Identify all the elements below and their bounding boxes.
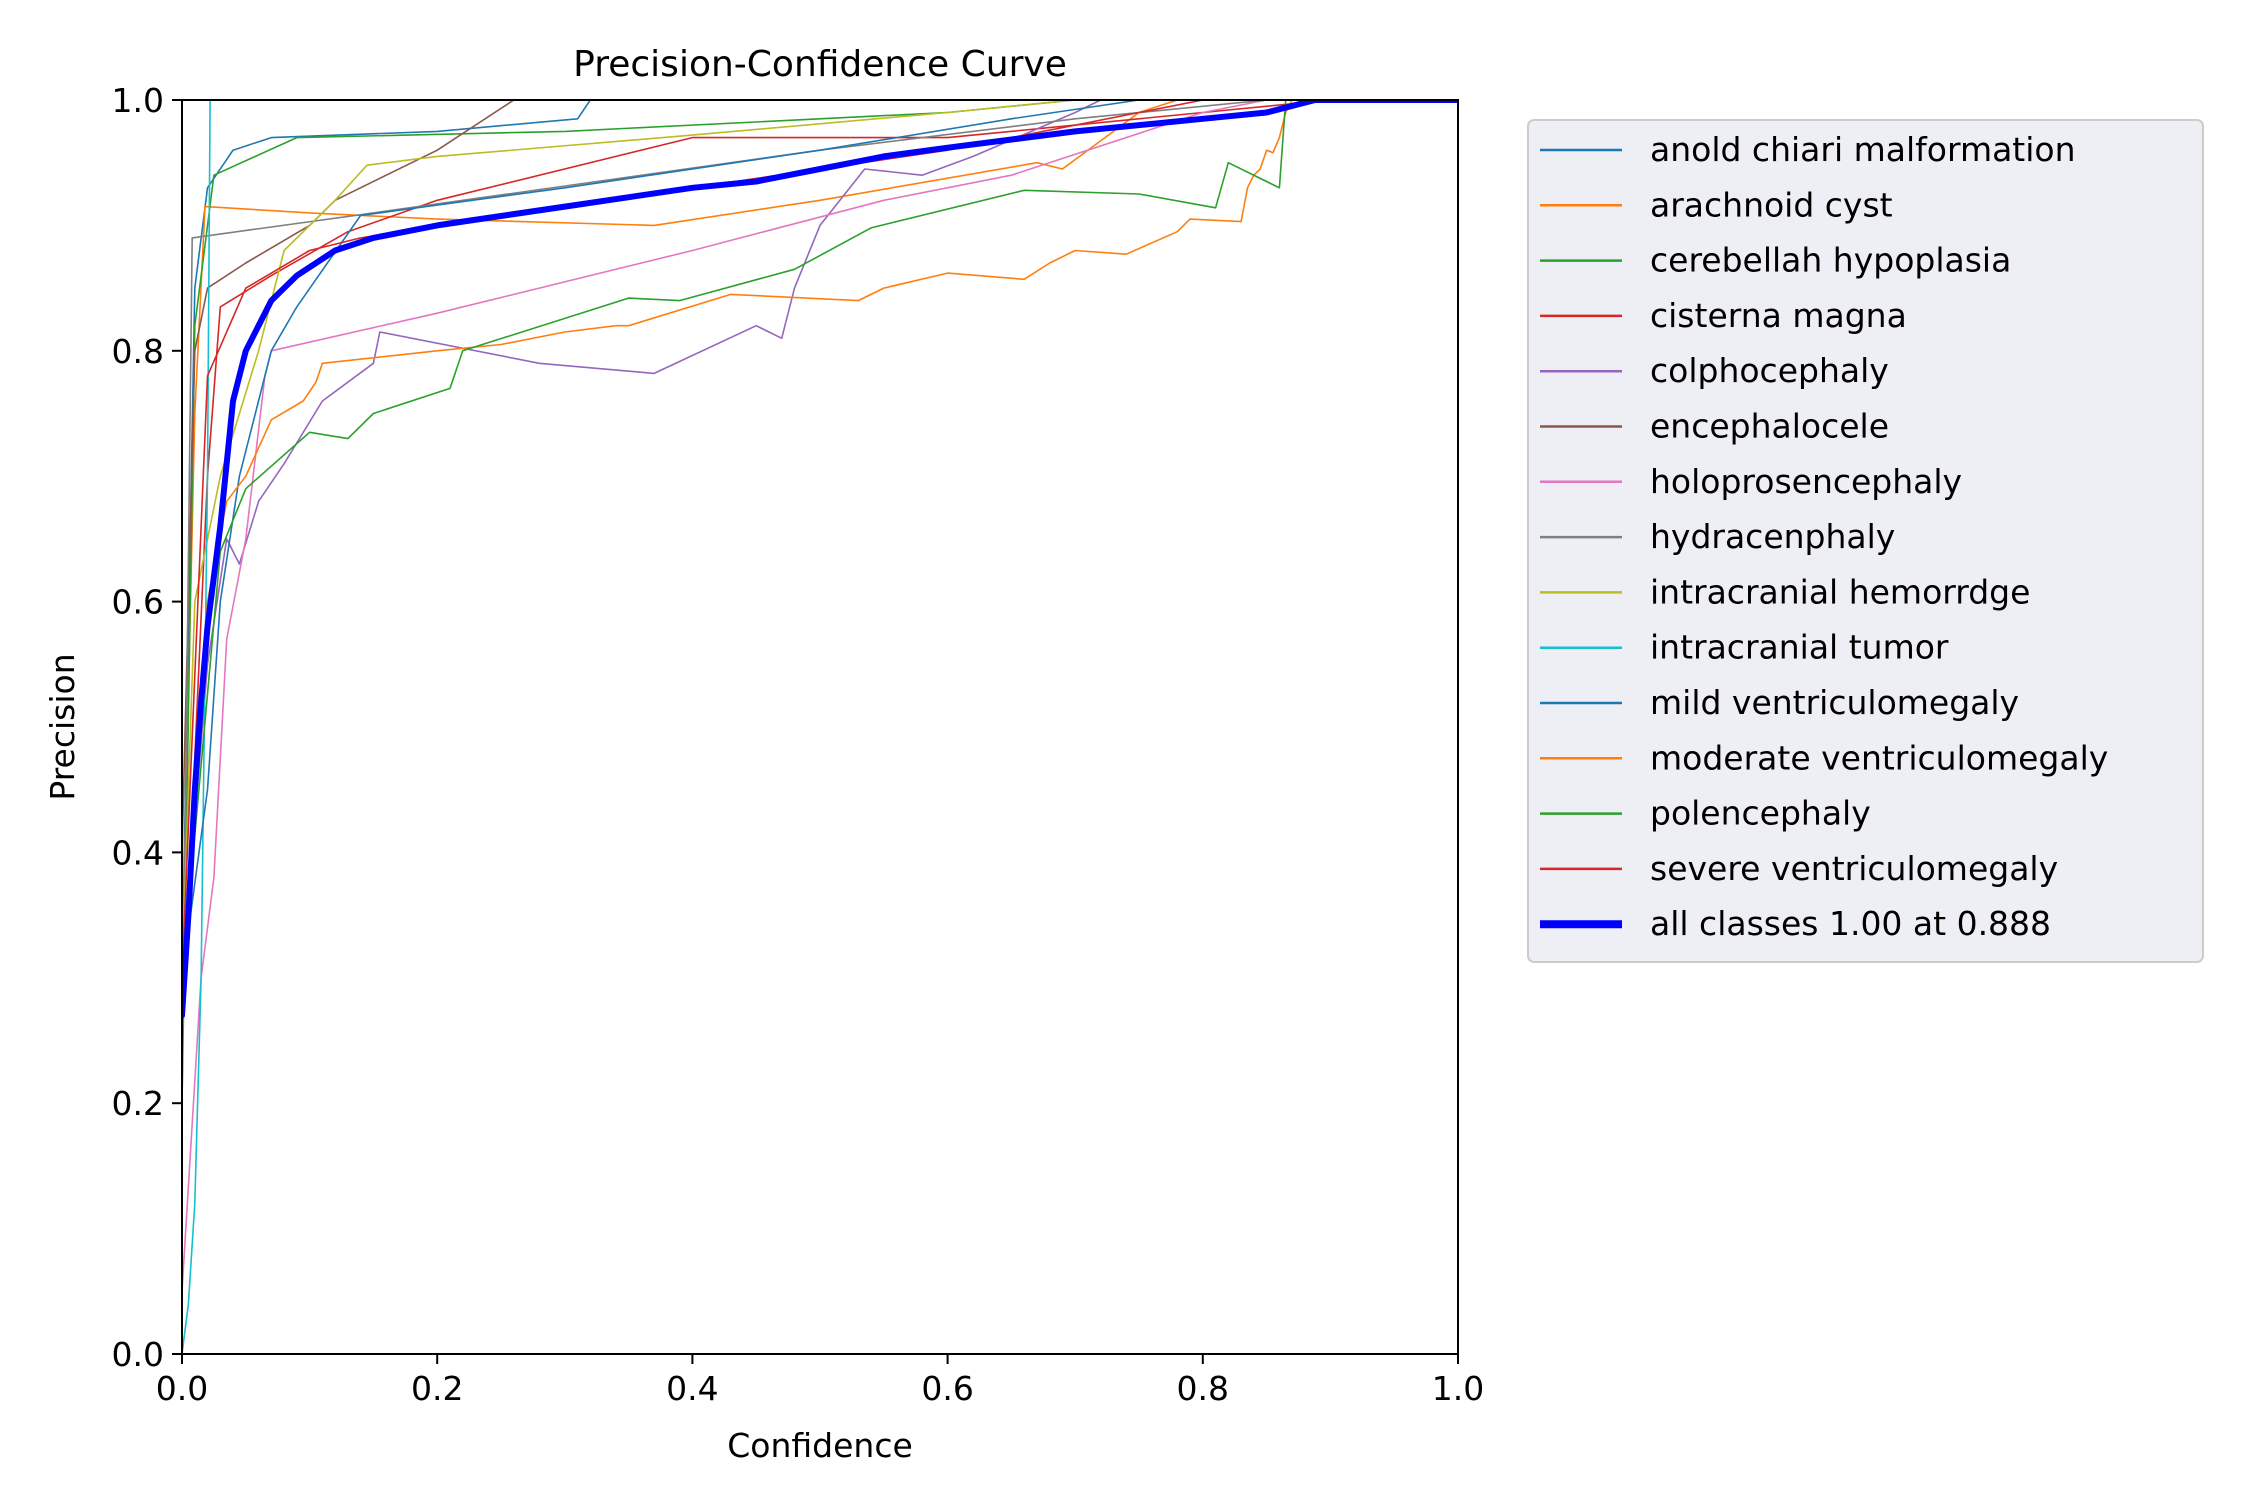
legend-label: colphocephaly bbox=[1650, 351, 1889, 390]
x-tick-label: 0.2 bbox=[411, 1369, 463, 1408]
y-axis-ticks: 0.0 0.2 0.4 0.6 0.8 1.0 bbox=[112, 81, 182, 1374]
series-line-8 bbox=[182, 100, 1458, 979]
series-line-7 bbox=[182, 100, 1458, 1104]
legend-label: arachnoid cyst bbox=[1650, 185, 1893, 224]
legend-label: hydracenphaly bbox=[1650, 517, 1895, 556]
y-tick-label: 0.2 bbox=[112, 1084, 164, 1123]
legend-label: moderate ventriculomegaly bbox=[1650, 738, 2108, 777]
legend: anold chiari malformation arachnoid cyst c… bbox=[1527, 119, 2204, 963]
series-line-2 bbox=[182, 100, 1458, 1104]
legend-label: holoprosencephaly bbox=[1650, 462, 1962, 501]
legend-box bbox=[1527, 119, 2204, 963]
legend-label: intracranial tumor bbox=[1650, 628, 1949, 667]
x-tick-label: 0.4 bbox=[666, 1369, 718, 1408]
y-tick-label: 0.6 bbox=[112, 583, 164, 622]
series-line-10 bbox=[182, 100, 1458, 979]
series-line-13 bbox=[182, 100, 1458, 979]
series-line-0 bbox=[182, 100, 1458, 979]
x-axis-ticks: 0.0 0.2 0.4 0.6 0.8 1.0 bbox=[156, 1354, 1484, 1408]
y-tick-label: 0.0 bbox=[112, 1335, 164, 1374]
legend-label: all classes 1.00 at 0.888 bbox=[1650, 904, 2051, 943]
legend-label: severe ventriculomegaly bbox=[1650, 849, 2058, 888]
plot-series bbox=[182, 100, 1458, 1354]
series-line-12 bbox=[182, 100, 1458, 979]
x-tick-label: 1.0 bbox=[1432, 1369, 1484, 1408]
legend-label: cerebellah hypoplasia bbox=[1650, 241, 2011, 280]
series-line-6 bbox=[182, 100, 1458, 1293]
legend-label: cisterna magna bbox=[1650, 296, 1907, 335]
legend-label: intracranial hemorrdge bbox=[1650, 572, 2030, 611]
legend-label: anold chiari malformation bbox=[1650, 130, 2076, 169]
y-axis-label: Precision bbox=[43, 653, 82, 800]
legend-label: encephalocele bbox=[1650, 407, 1889, 446]
legend-label: mild ventriculomegaly bbox=[1650, 683, 2019, 722]
x-tick-label: 0.8 bbox=[1177, 1369, 1229, 1408]
y-tick-label: 0.8 bbox=[112, 332, 164, 371]
series-line-9 bbox=[182, 100, 1458, 1354]
y-tick-label: 1.0 bbox=[112, 81, 164, 120]
x-tick-label: 0.6 bbox=[921, 1369, 973, 1408]
plot-frame bbox=[181, 99, 1459, 1355]
x-axis-label: Confidence bbox=[727, 1426, 913, 1465]
x-tick-label: 0.0 bbox=[156, 1369, 208, 1408]
legend-items: anold chiari malformation arachnoid cyst c… bbox=[1540, 130, 2108, 943]
series-line-4 bbox=[182, 100, 1458, 979]
chart-title: Precision-Confidence Curve bbox=[573, 44, 1067, 85]
y-tick-label: 0.4 bbox=[112, 833, 164, 872]
series-line-14 bbox=[182, 100, 1458, 1019]
series-line-3 bbox=[182, 100, 1458, 1042]
series-line-11 bbox=[182, 100, 1458, 979]
series-line-1 bbox=[182, 100, 1458, 979]
legend-label: polencephaly bbox=[1650, 794, 1871, 833]
